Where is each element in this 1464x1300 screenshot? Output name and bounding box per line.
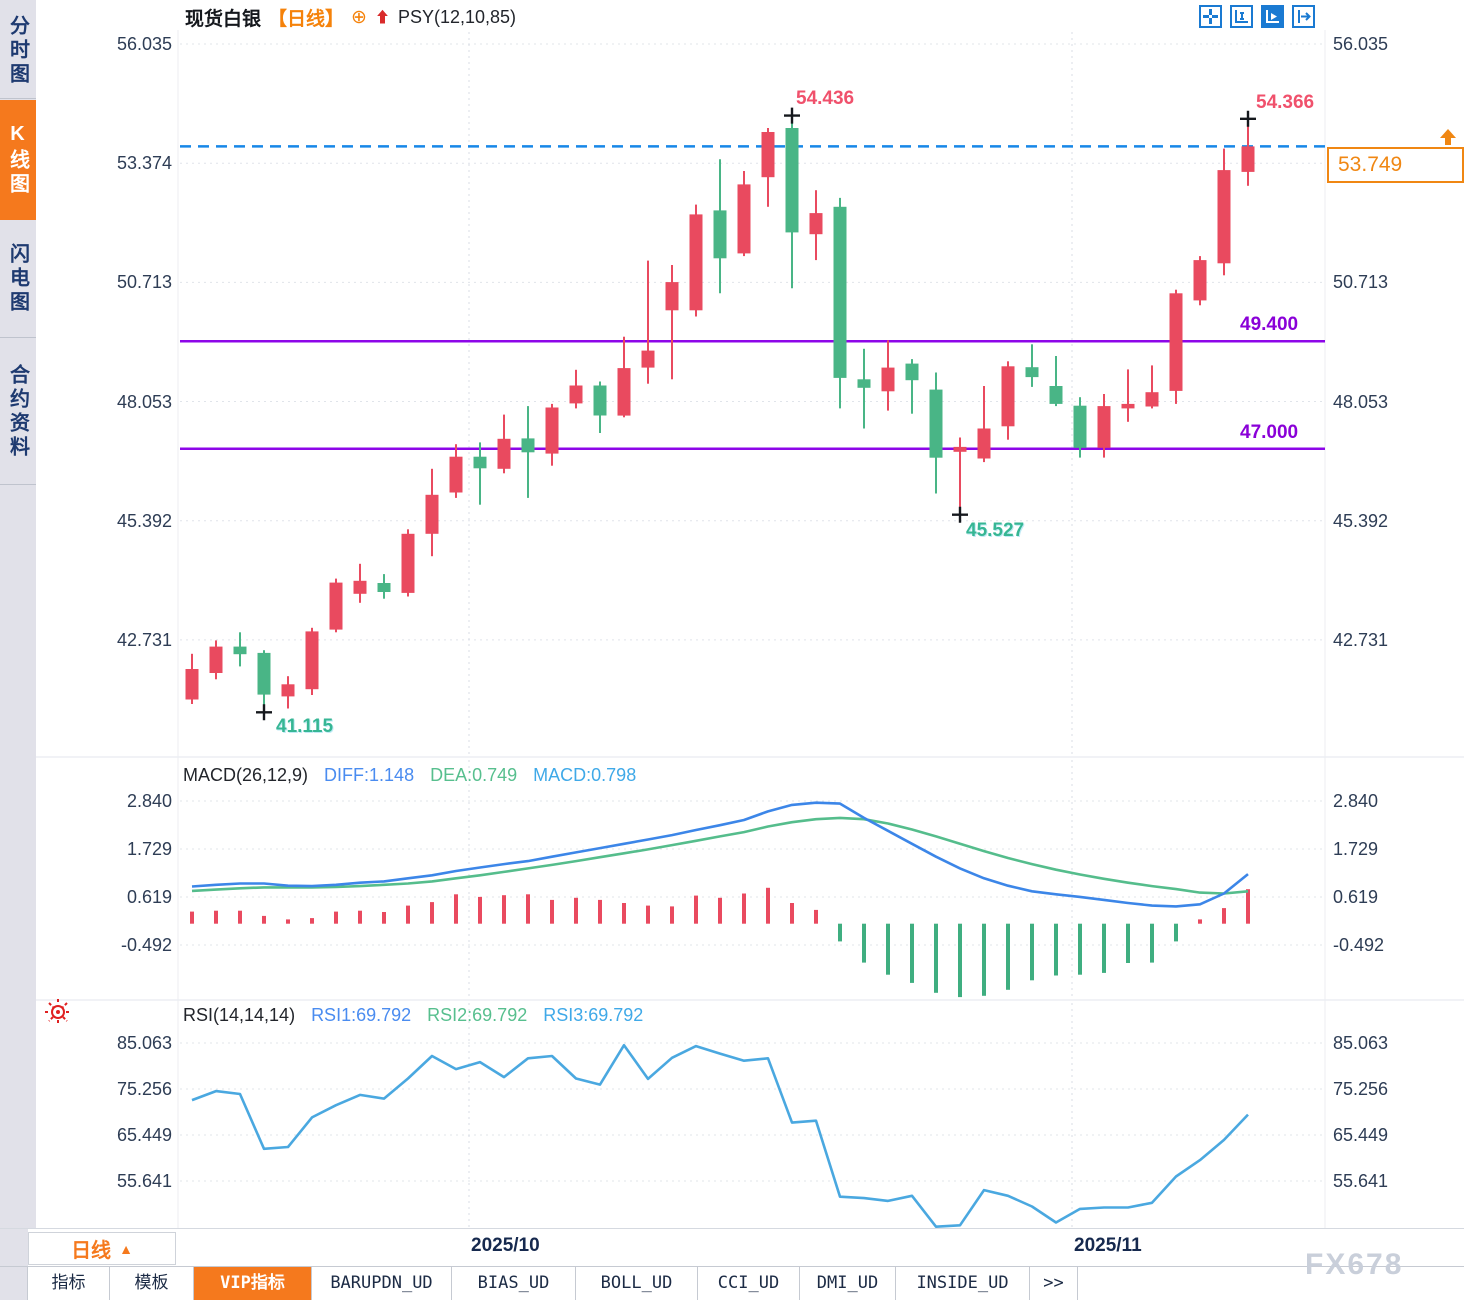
sidebar-tab-1[interactable]: 分时图	[0, 4, 36, 99]
price-tick-left: 48.053	[116, 391, 172, 412]
indicator-tab-9[interactable]: INSIDE_UD	[896, 1267, 1030, 1300]
price-tick-right: 42.731	[1333, 629, 1389, 650]
indicator-tab-8[interactable]: DMI_UD	[800, 1267, 896, 1300]
support-lower-label: 47.000	[1240, 422, 1299, 443]
watermark: FX678	[1305, 1248, 1404, 1281]
tab-corner	[0, 1267, 28, 1300]
macd-tick-right: -0.492	[1333, 934, 1385, 955]
x-label-october: 2025/10	[471, 1235, 540, 1256]
sidebar-tab-label: 闪电图	[6, 243, 29, 315]
indicator-tab-1[interactable]: 指标	[28, 1267, 110, 1300]
indicator-tab-bar: 指标 模板 VIP指标 BARUPDN_UD BIAS_UD BOLL_UD CCI_UD D…	[0, 1266, 1464, 1300]
price-tick-left: 45.392	[116, 510, 172, 531]
price-tick-right: 48.053	[1333, 391, 1389, 412]
macd-tick-right: 2.840	[1333, 791, 1379, 811]
indicator-tab-10[interactable]: >>	[1030, 1267, 1078, 1300]
rsi2-value: RSI2:69.792	[427, 1005, 528, 1025]
rsi-legend: RSI(14,14,14) RSI1:69.792 RSI2:69.792 RS…	[183, 1005, 643, 1026]
price-tick-right: 50.713	[1333, 272, 1389, 293]
macd-tick-left: -0.492	[120, 934, 172, 955]
price-tick-left: 53.374	[116, 153, 172, 174]
macd-dea-value: DEA:0.749	[430, 765, 518, 785]
last-high-label: 54.366	[1256, 92, 1315, 113]
macd-tick-left: 0.619	[126, 886, 172, 907]
sidebar-tab-4[interactable]: 合约资料	[0, 339, 36, 485]
mid-low-label: 45.527	[966, 520, 1025, 541]
indicator-tab-2[interactable]: 模板	[110, 1267, 194, 1300]
sidebar-tab-3[interactable]: 闪电图	[0, 221, 36, 338]
macd-tick-left: 2.840	[126, 791, 172, 811]
pan-right-icon[interactable]	[1292, 5, 1315, 28]
symbol-title: 现货白银	[185, 8, 262, 30]
sidebar-tab-label: K线图	[6, 123, 29, 197]
price-tick-right: 45.392	[1333, 510, 1389, 531]
rsi-tick-right: 55.641	[1333, 1171, 1389, 1192]
rsi-tick-left: 85.063	[116, 1033, 172, 1053]
macd-macd-value: MACD:0.798	[533, 765, 637, 785]
macd-title: MACD(26,12,9)	[183, 765, 309, 785]
sidebar-tab-label: 合约资料	[6, 363, 29, 460]
left-sidebar: 分时图 K线图闪电图合约资料	[0, 0, 36, 1230]
price-arrow-icon	[1437, 127, 1459, 147]
rsi-tick-left: 55.641	[116, 1171, 172, 1192]
peak-high-label: 54.436	[796, 88, 855, 109]
support-upper-label: 49.400	[1240, 314, 1299, 335]
indicator-tab-3[interactable]: VIP指标	[194, 1267, 312, 1300]
chart-toolbar	[1199, 5, 1315, 28]
timeframe-selector[interactable]: 日线 ▲	[28, 1232, 176, 1265]
axis-auto-icon[interactable]	[1261, 5, 1284, 28]
sidebar-tab-label: 分时图	[6, 15, 29, 87]
rsi3-value: RSI3:69.792	[543, 1005, 644, 1025]
macd-tick-right: 1.729	[1333, 839, 1379, 859]
rsi-tick-right: 75.256	[1333, 1079, 1389, 1099]
macd-tick-left: 1.729	[126, 839, 172, 859]
rsi-tick-left: 75.256	[116, 1079, 172, 1099]
rsi1-value: RSI1:69.792	[311, 1005, 412, 1025]
rsi-title: RSI(14,14,14)	[183, 1005, 296, 1025]
alarm-sun-icon[interactable]	[45, 999, 71, 1025]
x-axis-strip: 2025/10 2025/11 日线 ▲	[0, 1228, 1464, 1267]
timeframe-arrow-icon: ▲	[119, 1240, 133, 1257]
indicator-tab-6[interactable]: BOLL_UD	[576, 1267, 698, 1300]
indicator-tab-7[interactable]: CCI_UD	[698, 1267, 800, 1300]
add-indicator-icon[interactable]: ⊕	[351, 6, 367, 28]
sidebar-tab-2[interactable]: K线图	[0, 100, 36, 220]
axis-corner	[0, 1229, 28, 1267]
timeframe-value: 日线	[71, 1240, 112, 1262]
rsi-tick-right: 85.063	[1333, 1033, 1389, 1053]
first-low-label: 41.115	[276, 716, 334, 737]
macd-legend: MACD(26,12,9) DIFF:1.148 DEA:0.749 MACD:…	[183, 765, 636, 786]
overlay-indicator-label: PSY(12,10,85)	[397, 6, 517, 27]
axis-scale-icon[interactable]	[1230, 5, 1253, 28]
price-tick-left: 50.713	[116, 272, 172, 293]
price-tick-left: 42.731	[116, 629, 172, 650]
x-label-november: 2025/11	[1074, 1235, 1142, 1256]
price-tick-left: 56.035	[116, 34, 172, 54]
indicator-tab-4[interactable]: BARUPDN_UD	[312, 1267, 452, 1300]
timeframe-label[interactable]: 【日线】	[268, 8, 345, 30]
macd-tick-right: 0.619	[1333, 886, 1379, 907]
psy-up-arrow-icon	[374, 8, 391, 26]
rsi-tick-left: 65.449	[116, 1125, 172, 1145]
chart-header: 现货白银 【日线】 ⊕ PSY(12,10,85)	[185, 4, 516, 30]
indicator-tab-5[interactable]: BIAS_UD	[452, 1267, 576, 1300]
macd-diff-value: DIFF:1.148	[324, 765, 415, 785]
rsi-tick-right: 65.449	[1333, 1125, 1389, 1145]
current-price-box: 53.749	[1327, 147, 1464, 183]
crosshair-icon[interactable]	[1199, 5, 1222, 28]
price-tick-right: 56.035	[1333, 34, 1389, 54]
